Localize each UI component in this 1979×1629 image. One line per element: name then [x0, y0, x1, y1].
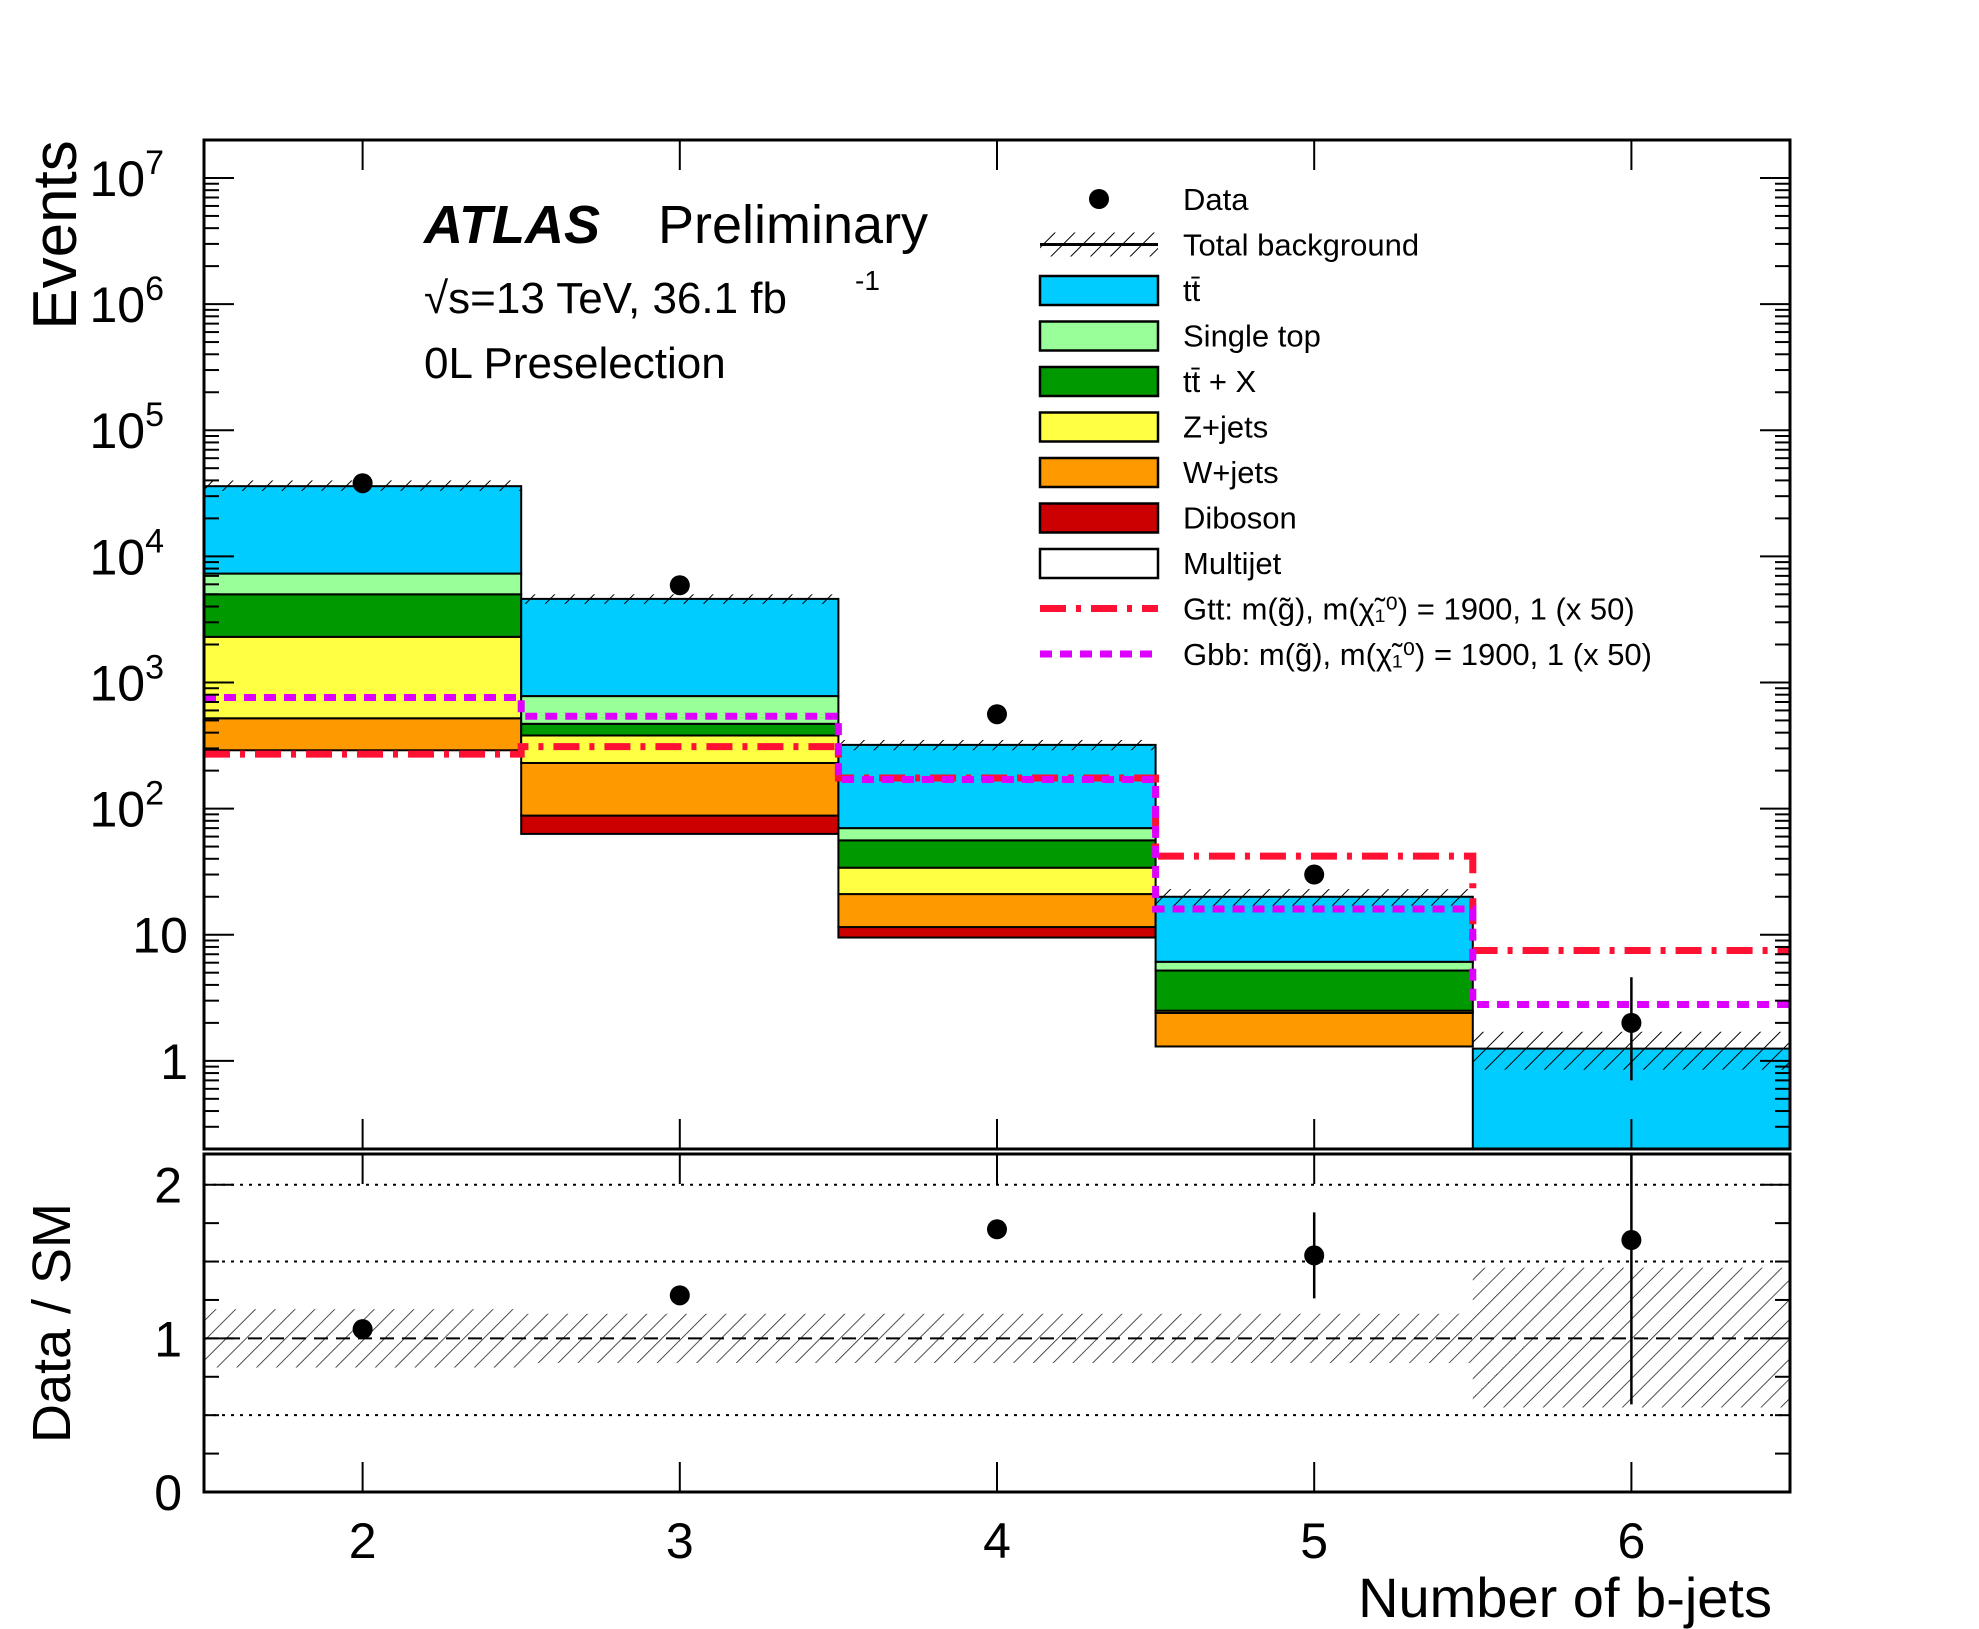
x-axis-title: Number of b-jets — [1358, 1566, 1772, 1629]
legend-label: Multijet — [1183, 546, 1282, 581]
y-tick-label: 102 — [89, 775, 164, 838]
ratio-point-4 — [987, 1219, 1007, 1240]
legend-label: Diboson — [1183, 501, 1297, 536]
y-tick-label: 106 — [89, 270, 164, 333]
x-tick-label: 4 — [983, 1513, 1011, 1569]
x-tick-label: 3 — [666, 1513, 694, 1569]
legend-label: Gbb: m(g̃), m(χ̃₁⁰) = 1900, 1 (x 50) — [1183, 637, 1652, 672]
y-tick-label: 10 — [132, 908, 188, 964]
legend-label: Z+jets — [1183, 410, 1268, 445]
legend-label: W+jets — [1183, 455, 1279, 490]
stack-diboson-bin-3 — [520, 814, 840, 835]
stack-singletop-bin-2 — [204, 572, 523, 596]
stack-ttbar-bin-4 — [837, 743, 1157, 830]
gbb-signal-line — [204, 694, 1790, 1008]
data-point-4 — [987, 704, 1007, 725]
plot-annotations: ATLAS Preliminary √s=13 TeV, 36.1 fb -1 … — [422, 195, 928, 388]
stack-ttx-bin-5 — [1154, 969, 1474, 1012]
x-tick-label: 5 — [1300, 1513, 1328, 1569]
stack-ttx-bin-3 — [520, 722, 840, 737]
stack-singletop-bin-5 — [1154, 960, 1474, 972]
stack-wjets-bin-5 — [1154, 1011, 1474, 1048]
legend-swatch — [1038, 411, 1160, 443]
stack-diboson-bin-4 — [837, 926, 1157, 939]
gtt-signal-line — [204, 743, 1790, 954]
atlas-label: ATLAS — [422, 195, 600, 255]
stack-wjets-bin-4 — [837, 893, 1157, 929]
main-distribution-panel: 1 10 102 103 104 105 106 107 Events — [21, 138, 1792, 1151]
y-tick-label: 1 — [160, 1034, 188, 1090]
x-tick-label: 2 — [349, 1513, 377, 1569]
energy-lumi-label: √s=13 TeV, 36.1 fb — [424, 274, 787, 323]
ratio-y-tick-label: 1 — [154, 1311, 182, 1367]
ratio-point-2 — [352, 1319, 373, 1340]
stack-wjets-bin-2 — [204, 717, 523, 752]
legend-swatch — [1038, 365, 1160, 398]
stack-ttx-bin-2 — [204, 593, 523, 638]
bkg-unc-band-bin-3 — [521, 594, 839, 604]
legend-label: Data — [1183, 182, 1249, 217]
selection-label: 0L Preselection — [424, 339, 726, 388]
lumi-superscript: -1 — [855, 265, 880, 296]
legend-label: tt̄ — [1183, 273, 1201, 308]
status-label: Preliminary — [658, 195, 928, 255]
bkg-unc-band-bin-4 — [838, 739, 1156, 751]
legend-label: tt̄ + X — [1183, 364, 1257, 399]
legend-swatch — [1038, 274, 1160, 307]
ratio-point-6 — [1621, 1230, 1642, 1251]
legend: Data Total background tt̄ Single top tt̄ + X… — [1038, 182, 1652, 672]
ratio-point-3 — [669, 1285, 690, 1306]
bkg-unc-band-bin-5 — [1155, 889, 1473, 906]
legend-data-marker — [1089, 189, 1109, 209]
x-tick-label: 6 — [1617, 1513, 1645, 1569]
data-point-2 — [352, 473, 373, 494]
legend-swatch — [1038, 320, 1160, 352]
y-axis-title-ratio: Data / SM — [22, 1203, 82, 1443]
stack-wjets-bin-3 — [520, 761, 840, 817]
ratio-point-5 — [1304, 1245, 1325, 1266]
legend-label: Single top — [1183, 319, 1321, 354]
stack-ttbar-bin-2 — [204, 485, 523, 575]
legend-swatch — [1038, 547, 1160, 580]
stack-ttbar-bin-3 — [520, 597, 840, 698]
stack-zjets-bin-2 — [204, 635, 523, 720]
stack-singletop-bin-4 — [837, 827, 1157, 842]
stack-zjets-bin-4 — [837, 866, 1157, 896]
ratio-panel: 0 1 2 2 3 4 5 6 Data / SM Number of b-jets — [22, 1152, 1792, 1629]
y-tick-label: 105 — [89, 396, 164, 459]
data-point-3 — [669, 575, 690, 596]
legend-swatch — [1038, 456, 1160, 489]
y-tick-label: 104 — [89, 522, 164, 585]
ratio-y-tick-label: 2 — [154, 1158, 182, 1214]
legend-label: Total background — [1183, 228, 1419, 263]
y-tick-label: 103 — [89, 648, 164, 711]
data-point-5 — [1304, 864, 1325, 885]
legend-swatch — [1038, 502, 1160, 534]
ratio-y-tick-label: 0 — [154, 1465, 182, 1521]
y-axis-title-events: Events — [21, 140, 90, 330]
data-point-6 — [1621, 1012, 1642, 1033]
y-tick-label: 107 — [89, 144, 164, 207]
legend-label: Gtt: m(g̃), m(χ̃₁⁰) = 1900, 1 (x 50) — [1183, 592, 1635, 627]
stack-ttx-bin-4 — [837, 839, 1157, 869]
